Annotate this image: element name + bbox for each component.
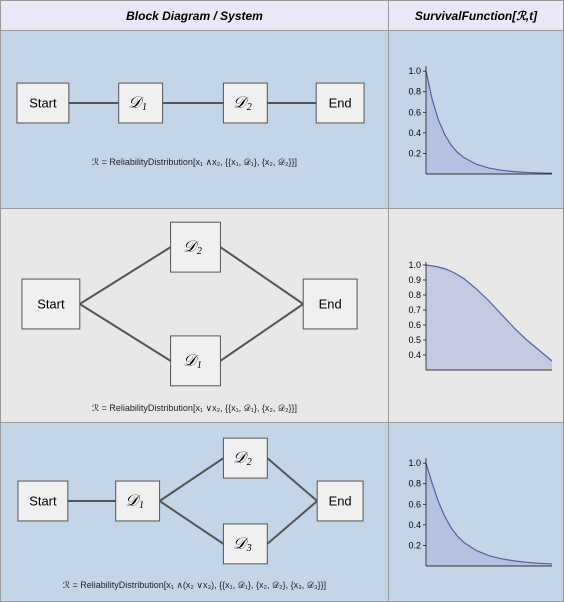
header-diagram: Block Diagram / System xyxy=(1,1,389,31)
svg-text:0.5: 0.5 xyxy=(408,335,421,345)
formula-text: ℛ = ReliabilityDistribution[x₁ ∧x₂, {{x₁… xyxy=(92,153,297,176)
formula-text: ℛ = ReliabilityDistribution[x₁ ∧(x₂ ∨x₃)… xyxy=(63,576,326,599)
svg-text:0.8: 0.8 xyxy=(408,290,421,300)
svg-text:0.4: 0.4 xyxy=(408,127,421,137)
svg-text:0.4: 0.4 xyxy=(408,520,421,530)
svg-text:0.8: 0.8 xyxy=(408,479,421,489)
svg-text:End: End xyxy=(329,493,352,508)
svg-text:Start: Start xyxy=(29,96,57,111)
svg-text:0.7: 0.7 xyxy=(408,305,421,315)
svg-text:1.0: 1.0 xyxy=(408,66,421,76)
svg-text:End: End xyxy=(319,297,342,312)
svg-text:1.0: 1.0 xyxy=(408,260,421,270)
chart-cell: 0.2 0.4 0.6 0.8 1.0 xyxy=(389,31,563,209)
diagram-cell: Start𝒟1𝒟2End ℛ = ReliabilityDistribution… xyxy=(1,31,389,209)
chart-cell: 0.2 0.4 0.6 0.8 1.0 xyxy=(389,423,563,601)
svg-text:0.8: 0.8 xyxy=(408,86,421,96)
table-container: Block Diagram / System SurvivalFunction[… xyxy=(0,0,564,602)
svg-text:0.2: 0.2 xyxy=(408,540,421,550)
table-row: Start𝒟1𝒟2𝒟3End ℛ = ReliabilityDistributi… xyxy=(1,423,563,601)
header-row: Block Diagram / System SurvivalFunction[… xyxy=(1,1,563,31)
table-row: Start𝒟1𝒟2End ℛ = ReliabilityDistribution… xyxy=(1,31,563,209)
svg-text:1.0: 1.0 xyxy=(408,458,421,468)
svg-text:0.6: 0.6 xyxy=(408,107,421,117)
chart-cell: 0.4 0.5 0.6 0.7 0.8 0.9 1.0 xyxy=(389,209,563,423)
svg-text:0.2: 0.2 xyxy=(408,148,421,158)
svg-text:0.9: 0.9 xyxy=(408,275,421,285)
svg-text:0.6: 0.6 xyxy=(408,499,421,509)
svg-text:0.6: 0.6 xyxy=(408,320,421,330)
svg-text:End: End xyxy=(329,96,352,111)
table-row: Start𝒟2𝒟1End ℛ = ReliabilityDistribution… xyxy=(1,209,563,423)
formula-text: ℛ = ReliabilityDistribution[x₁ ∨x₂, {{x₁… xyxy=(92,399,297,422)
svg-text:Start: Start xyxy=(37,297,65,312)
header-survival: SurvivalFunction[ℛ,t] xyxy=(389,1,563,31)
diagram-cell: Start𝒟2𝒟1End ℛ = ReliabilityDistribution… xyxy=(1,209,389,423)
svg-text:Start: Start xyxy=(29,493,57,508)
diagram-cell: Start𝒟1𝒟2𝒟3End ℛ = ReliabilityDistributi… xyxy=(1,423,389,601)
svg-text:0.4: 0.4 xyxy=(408,350,421,360)
